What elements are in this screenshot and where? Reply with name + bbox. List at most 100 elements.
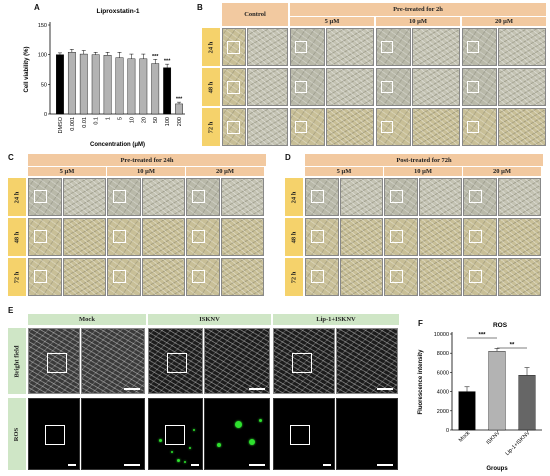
- zoom-region-box: [227, 41, 240, 54]
- zoom-region-box: [469, 190, 482, 203]
- micrograph-zoom: [326, 28, 374, 66]
- zoom-region-box: [290, 425, 310, 445]
- bar-0.01: [79, 53, 88, 115]
- micrograph-zoom: [419, 258, 462, 296]
- micrograph-zoom: [142, 178, 185, 216]
- zoom-region-box: [381, 81, 393, 93]
- micrograph-zoom: [326, 108, 374, 146]
- scale-bar: [191, 464, 199, 466]
- row-label-ros: ROS: [8, 398, 26, 470]
- dose-header: 20 μM: [463, 167, 541, 176]
- x-tick-label: 10: [129, 117, 135, 123]
- scale-bar: [68, 464, 76, 466]
- y-tick-label: 0: [446, 428, 449, 434]
- micrograph: [305, 218, 339, 256]
- dose-header: 5 μM: [28, 167, 106, 176]
- bar-1: [103, 55, 112, 115]
- zoom-region-box: [113, 270, 126, 283]
- zoom-region-box: [295, 41, 307, 53]
- comparison-label: **: [510, 343, 515, 349]
- micrograph-zoom: [63, 178, 106, 216]
- ros-signal: [259, 419, 262, 422]
- time-label: 72 h: [8, 258, 26, 296]
- micrograph: [28, 178, 62, 216]
- micrograph: [186, 258, 220, 296]
- micrograph-zoom: [419, 218, 462, 256]
- y-tick-label: 100: [38, 53, 47, 59]
- micrograph-zoom: [419, 178, 462, 216]
- micrograph: [462, 28, 497, 66]
- bar-Lip-1+ISKNV: [518, 375, 536, 431]
- micrograph-zoom: [326, 68, 374, 106]
- bar-20: [139, 58, 148, 115]
- x-tick-label: 0.01: [82, 117, 88, 128]
- zoom-region-box: [192, 270, 205, 283]
- ros-signal: [177, 459, 180, 462]
- zoom-region-box: [292, 353, 312, 373]
- bright-field-zoom: [336, 328, 398, 394]
- micrograph-zoom: [498, 178, 541, 216]
- dose-header: 20 μM: [462, 17, 546, 26]
- zoom-region-box: [34, 270, 47, 283]
- micrograph: [462, 108, 497, 146]
- x-tick-label: 1: [106, 117, 112, 120]
- zoom-region-box: [227, 81, 240, 94]
- y-tick-label: 4000: [437, 390, 449, 396]
- bar-0.001: [67, 52, 76, 115]
- zoom-region-box: [113, 230, 126, 243]
- bright-field-zoom: [81, 328, 145, 394]
- micrograph-control: [222, 28, 246, 66]
- group-header-pretreated-2h: Pre-treated for 2h: [290, 3, 546, 16]
- scale-bar: [249, 388, 265, 390]
- ros-signal: [159, 439, 162, 442]
- bar-Mock: [458, 391, 476, 431]
- micrograph: [107, 218, 141, 256]
- x-tick-label: 5: [118, 117, 124, 120]
- panel-a-letter: A: [34, 3, 40, 12]
- group-header-posttreated-72h: Post-treated for 72h: [305, 154, 543, 166]
- control-header: Control: [222, 3, 288, 26]
- column-header-ISKNV: ISKNV: [148, 314, 271, 325]
- chart-f-title: ROS: [493, 322, 508, 329]
- micrograph: [463, 178, 497, 216]
- time-label: 48 h: [202, 68, 220, 106]
- zoom-region-box: [295, 121, 307, 133]
- dose-header: 10 μM: [384, 167, 462, 176]
- zoom-region-box: [167, 353, 187, 373]
- micrograph: [463, 218, 497, 256]
- micrograph-zoom: [412, 68, 460, 106]
- ros-image: [28, 398, 80, 470]
- micrograph-zoom: [340, 258, 383, 296]
- bar-200: [175, 103, 183, 115]
- zoom-region-box: [381, 121, 393, 133]
- y-tick-label: 6000: [437, 370, 449, 376]
- micrograph: [305, 258, 339, 296]
- micrograph-control: [222, 108, 246, 146]
- y-tick-label: 50: [41, 82, 47, 88]
- ros-signal: [189, 447, 191, 449]
- ros-signal: [249, 439, 255, 445]
- zoom-region-box: [34, 190, 47, 203]
- bright-field-zoom: [204, 328, 270, 394]
- zoom-region-box: [47, 353, 67, 373]
- x-tick-label: 100: [165, 117, 171, 126]
- dose-header: 10 μM: [376, 17, 460, 26]
- micrograph: [384, 178, 418, 216]
- micrograph: [462, 68, 497, 106]
- time-label: 72 h: [202, 108, 220, 146]
- micrograph-zoom: [498, 218, 541, 256]
- micrograph: [376, 68, 411, 106]
- group-header-pretreated-24h: Pre-treated for 24h: [28, 154, 266, 166]
- bright-field-image: [148, 328, 203, 394]
- zoom-region-box: [227, 121, 240, 134]
- ros-zoom: [336, 398, 398, 470]
- micrograph: [290, 108, 325, 146]
- bar-DMSO: [56, 54, 64, 115]
- micrograph: [186, 178, 220, 216]
- micrograph-zoom: [498, 258, 541, 296]
- bar-ISKNV: [488, 351, 506, 431]
- x-tick-label: 20: [141, 117, 147, 123]
- zoom-region-box: [390, 230, 403, 243]
- micrograph: [107, 258, 141, 296]
- micrograph: [384, 218, 418, 256]
